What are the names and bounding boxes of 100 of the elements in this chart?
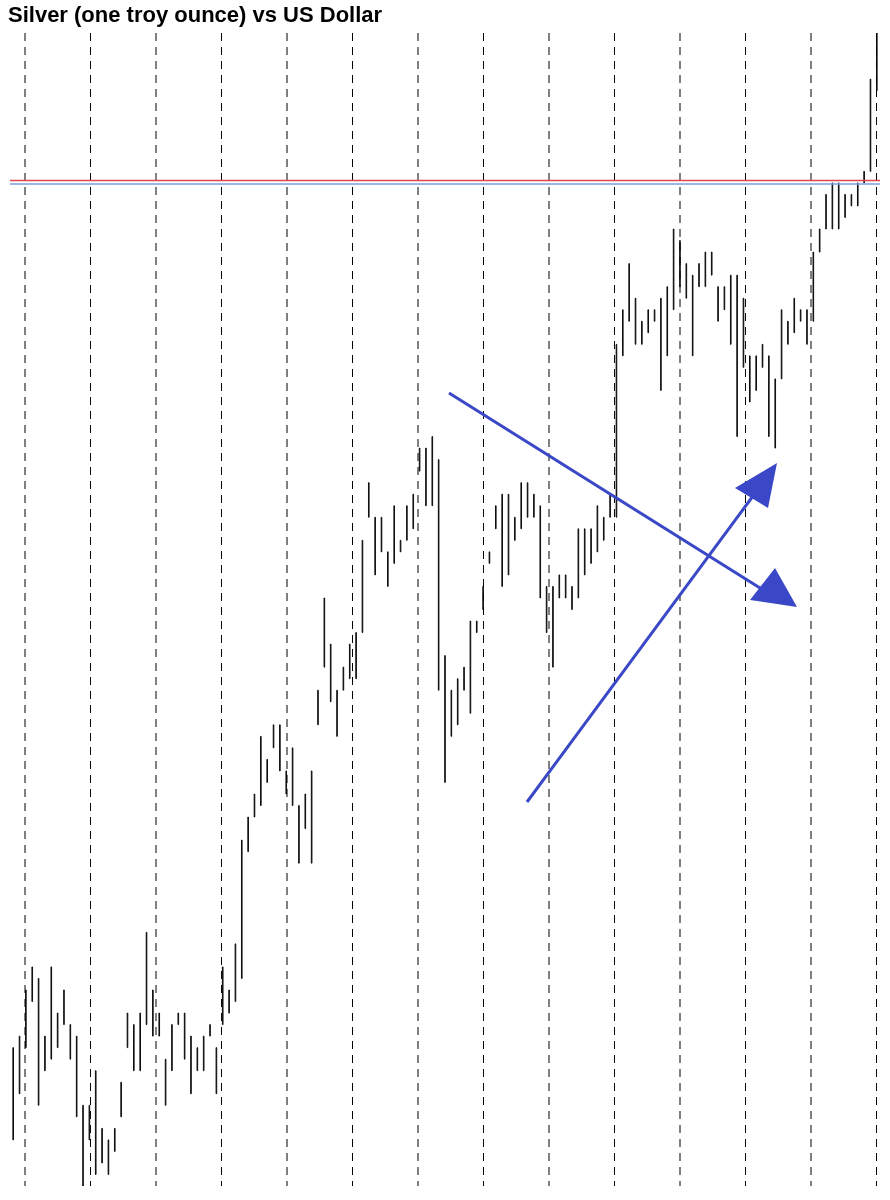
candlestick (520, 482, 522, 530)
candlestick (475, 620, 478, 634)
candlestick (488, 551, 491, 564)
candlestick (139, 1012, 141, 1072)
candlestick (717, 286, 719, 322)
candlestick (444, 655, 446, 783)
candlestick (406, 505, 408, 541)
candlestick (653, 309, 656, 322)
candlestick (291, 747, 294, 806)
candlestick (412, 493, 415, 530)
candlestick (755, 355, 757, 391)
chart-title: Silver (one troy ounce) vs US Dollar (8, 2, 383, 28)
candlestick (647, 309, 649, 334)
candlestick (336, 689, 338, 737)
candlestick (342, 666, 345, 691)
candlestick (456, 678, 459, 726)
candlestick (399, 539, 402, 553)
candlestick (666, 286, 669, 357)
candlestick (609, 493, 611, 518)
candlestick (437, 459, 440, 691)
candlestick (774, 378, 776, 449)
candlestick (183, 1012, 186, 1060)
candlestick (368, 482, 370, 518)
candlestick (533, 493, 535, 518)
candlestick (787, 320, 789, 345)
candlestick (209, 1024, 211, 1037)
candlestick (539, 505, 542, 599)
candlestick (583, 528, 586, 576)
candlestick (495, 505, 497, 530)
candlestick (806, 309, 808, 345)
candlestick (298, 805, 300, 864)
candlestick (158, 1012, 160, 1037)
candlestick (393, 505, 395, 564)
candlestick (749, 355, 751, 403)
candlestick (310, 770, 313, 864)
candlestick (63, 989, 65, 1026)
candlestick (355, 632, 357, 680)
candlestick (844, 193, 846, 218)
candlestick (723, 286, 726, 311)
candlestick (374, 516, 376, 576)
candlestick (514, 516, 516, 541)
candlestick (107, 1139, 110, 1175)
candlestick (564, 574, 567, 599)
candlestick (88, 1104, 91, 1141)
candlestick (742, 297, 745, 368)
candlestick (37, 978, 40, 1106)
candlestick (190, 1035, 192, 1095)
candlestick (691, 274, 694, 357)
candlestick (361, 539, 364, 634)
candlestick (876, 33, 878, 92)
candlestick (622, 309, 624, 357)
candlestick (133, 1024, 135, 1072)
candlestick (704, 251, 707, 288)
candlestick (25, 989, 27, 1049)
candlestick (164, 1058, 167, 1106)
candlestick (596, 505, 599, 553)
candlestick (272, 724, 275, 749)
candlestick (698, 263, 700, 288)
candlestick (260, 735, 262, 806)
candlestick (247, 816, 249, 853)
candlestick (94, 1070, 97, 1175)
candlestick (571, 585, 573, 610)
candlestick (12, 1047, 14, 1141)
candlestick (793, 297, 796, 334)
candlestick (228, 989, 230, 1014)
candlestick (552, 585, 554, 668)
candlestick (558, 574, 561, 599)
candlestick (602, 516, 605, 541)
candlestick (482, 585, 484, 610)
candlestick (114, 1127, 116, 1152)
candlestick (101, 1127, 103, 1164)
candlestick (768, 355, 770, 437)
candlestick (177, 1012, 180, 1026)
candlestick (837, 182, 840, 230)
candlestick (241, 839, 243, 979)
candlestick (641, 320, 643, 345)
candlestick (780, 309, 783, 380)
candlestick (863, 170, 865, 184)
candlestick (710, 251, 713, 276)
candlestick (50, 966, 53, 1060)
candlestick (82, 1104, 84, 1186)
candlestick (279, 724, 281, 772)
candlestick (825, 193, 827, 230)
candlestick (736, 274, 738, 437)
candlestick (850, 193, 853, 207)
candlestick (818, 228, 821, 253)
candlestick (831, 182, 834, 230)
candlestick (285, 770, 288, 795)
candlestick (857, 182, 859, 207)
candlestick (202, 1035, 205, 1072)
candlestick (348, 643, 351, 680)
candlestick (463, 666, 465, 691)
candlestick (679, 240, 681, 288)
candlestick (469, 620, 472, 714)
candlestick (75, 1035, 78, 1118)
candlestick (196, 1047, 199, 1072)
candlestick (387, 551, 389, 587)
candlestick (69, 1024, 72, 1060)
candlestick (323, 597, 326, 668)
candlestick (152, 989, 154, 1037)
